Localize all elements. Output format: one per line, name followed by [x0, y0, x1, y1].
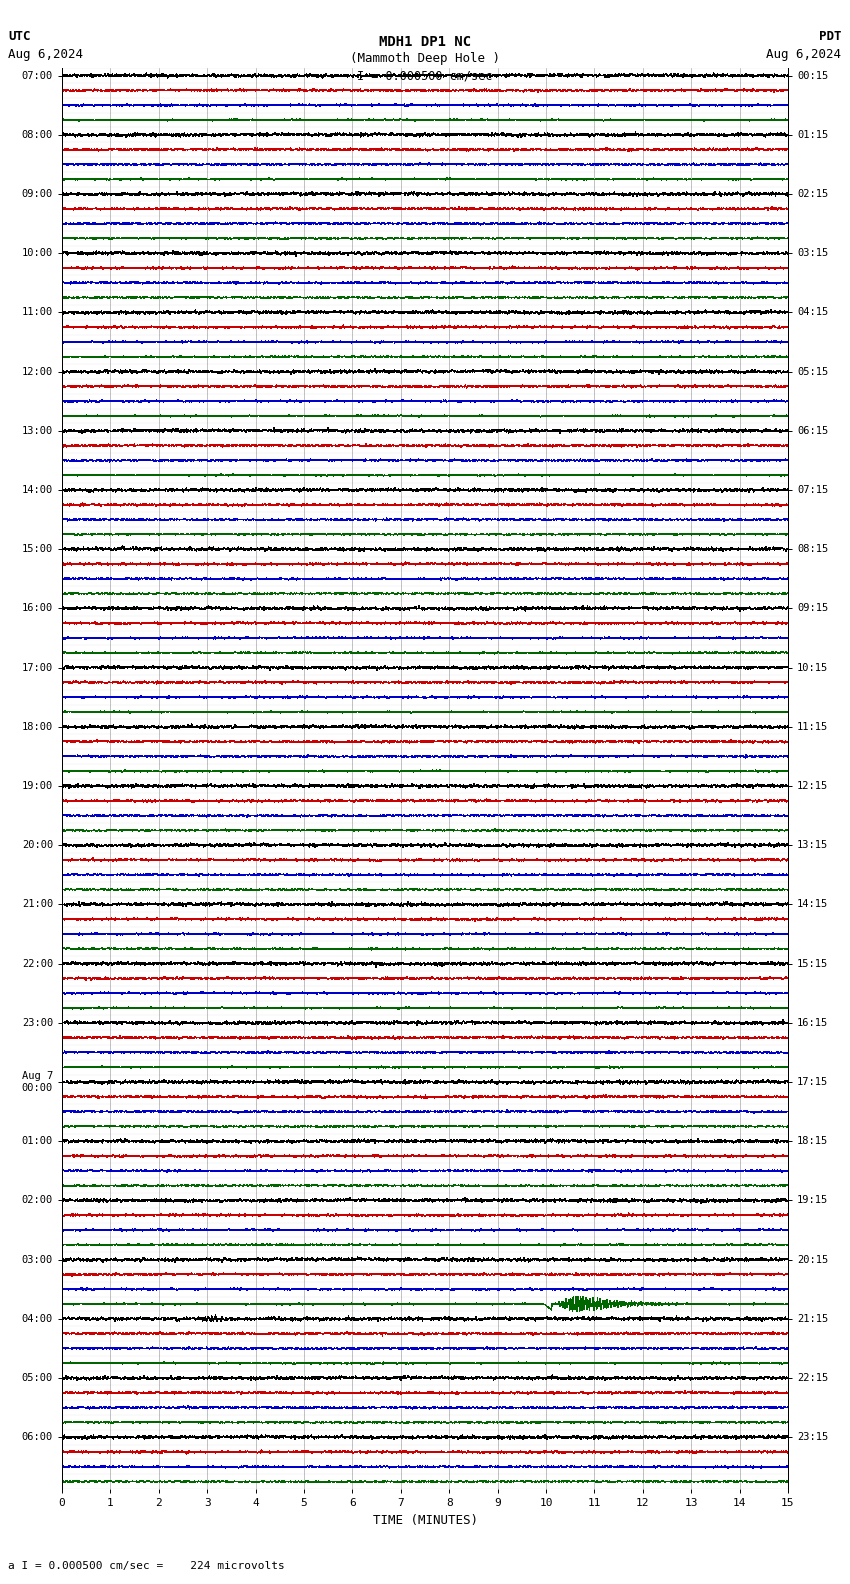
Text: Aug 6,2024: Aug 6,2024 — [8, 48, 83, 60]
Text: Aug 6,2024: Aug 6,2024 — [767, 48, 842, 60]
Text: a I = 0.000500 cm/sec =    224 microvolts: a I = 0.000500 cm/sec = 224 microvolts — [8, 1562, 286, 1571]
Text: (Mammoth Deep Hole ): (Mammoth Deep Hole ) — [350, 52, 500, 65]
X-axis label: TIME (MINUTES): TIME (MINUTES) — [372, 1514, 478, 1527]
Text: I = 0.000500 cm/sec: I = 0.000500 cm/sec — [357, 70, 493, 82]
Text: UTC: UTC — [8, 30, 31, 43]
Text: MDH1 DP1 NC: MDH1 DP1 NC — [379, 35, 471, 49]
Text: PDT: PDT — [819, 30, 842, 43]
